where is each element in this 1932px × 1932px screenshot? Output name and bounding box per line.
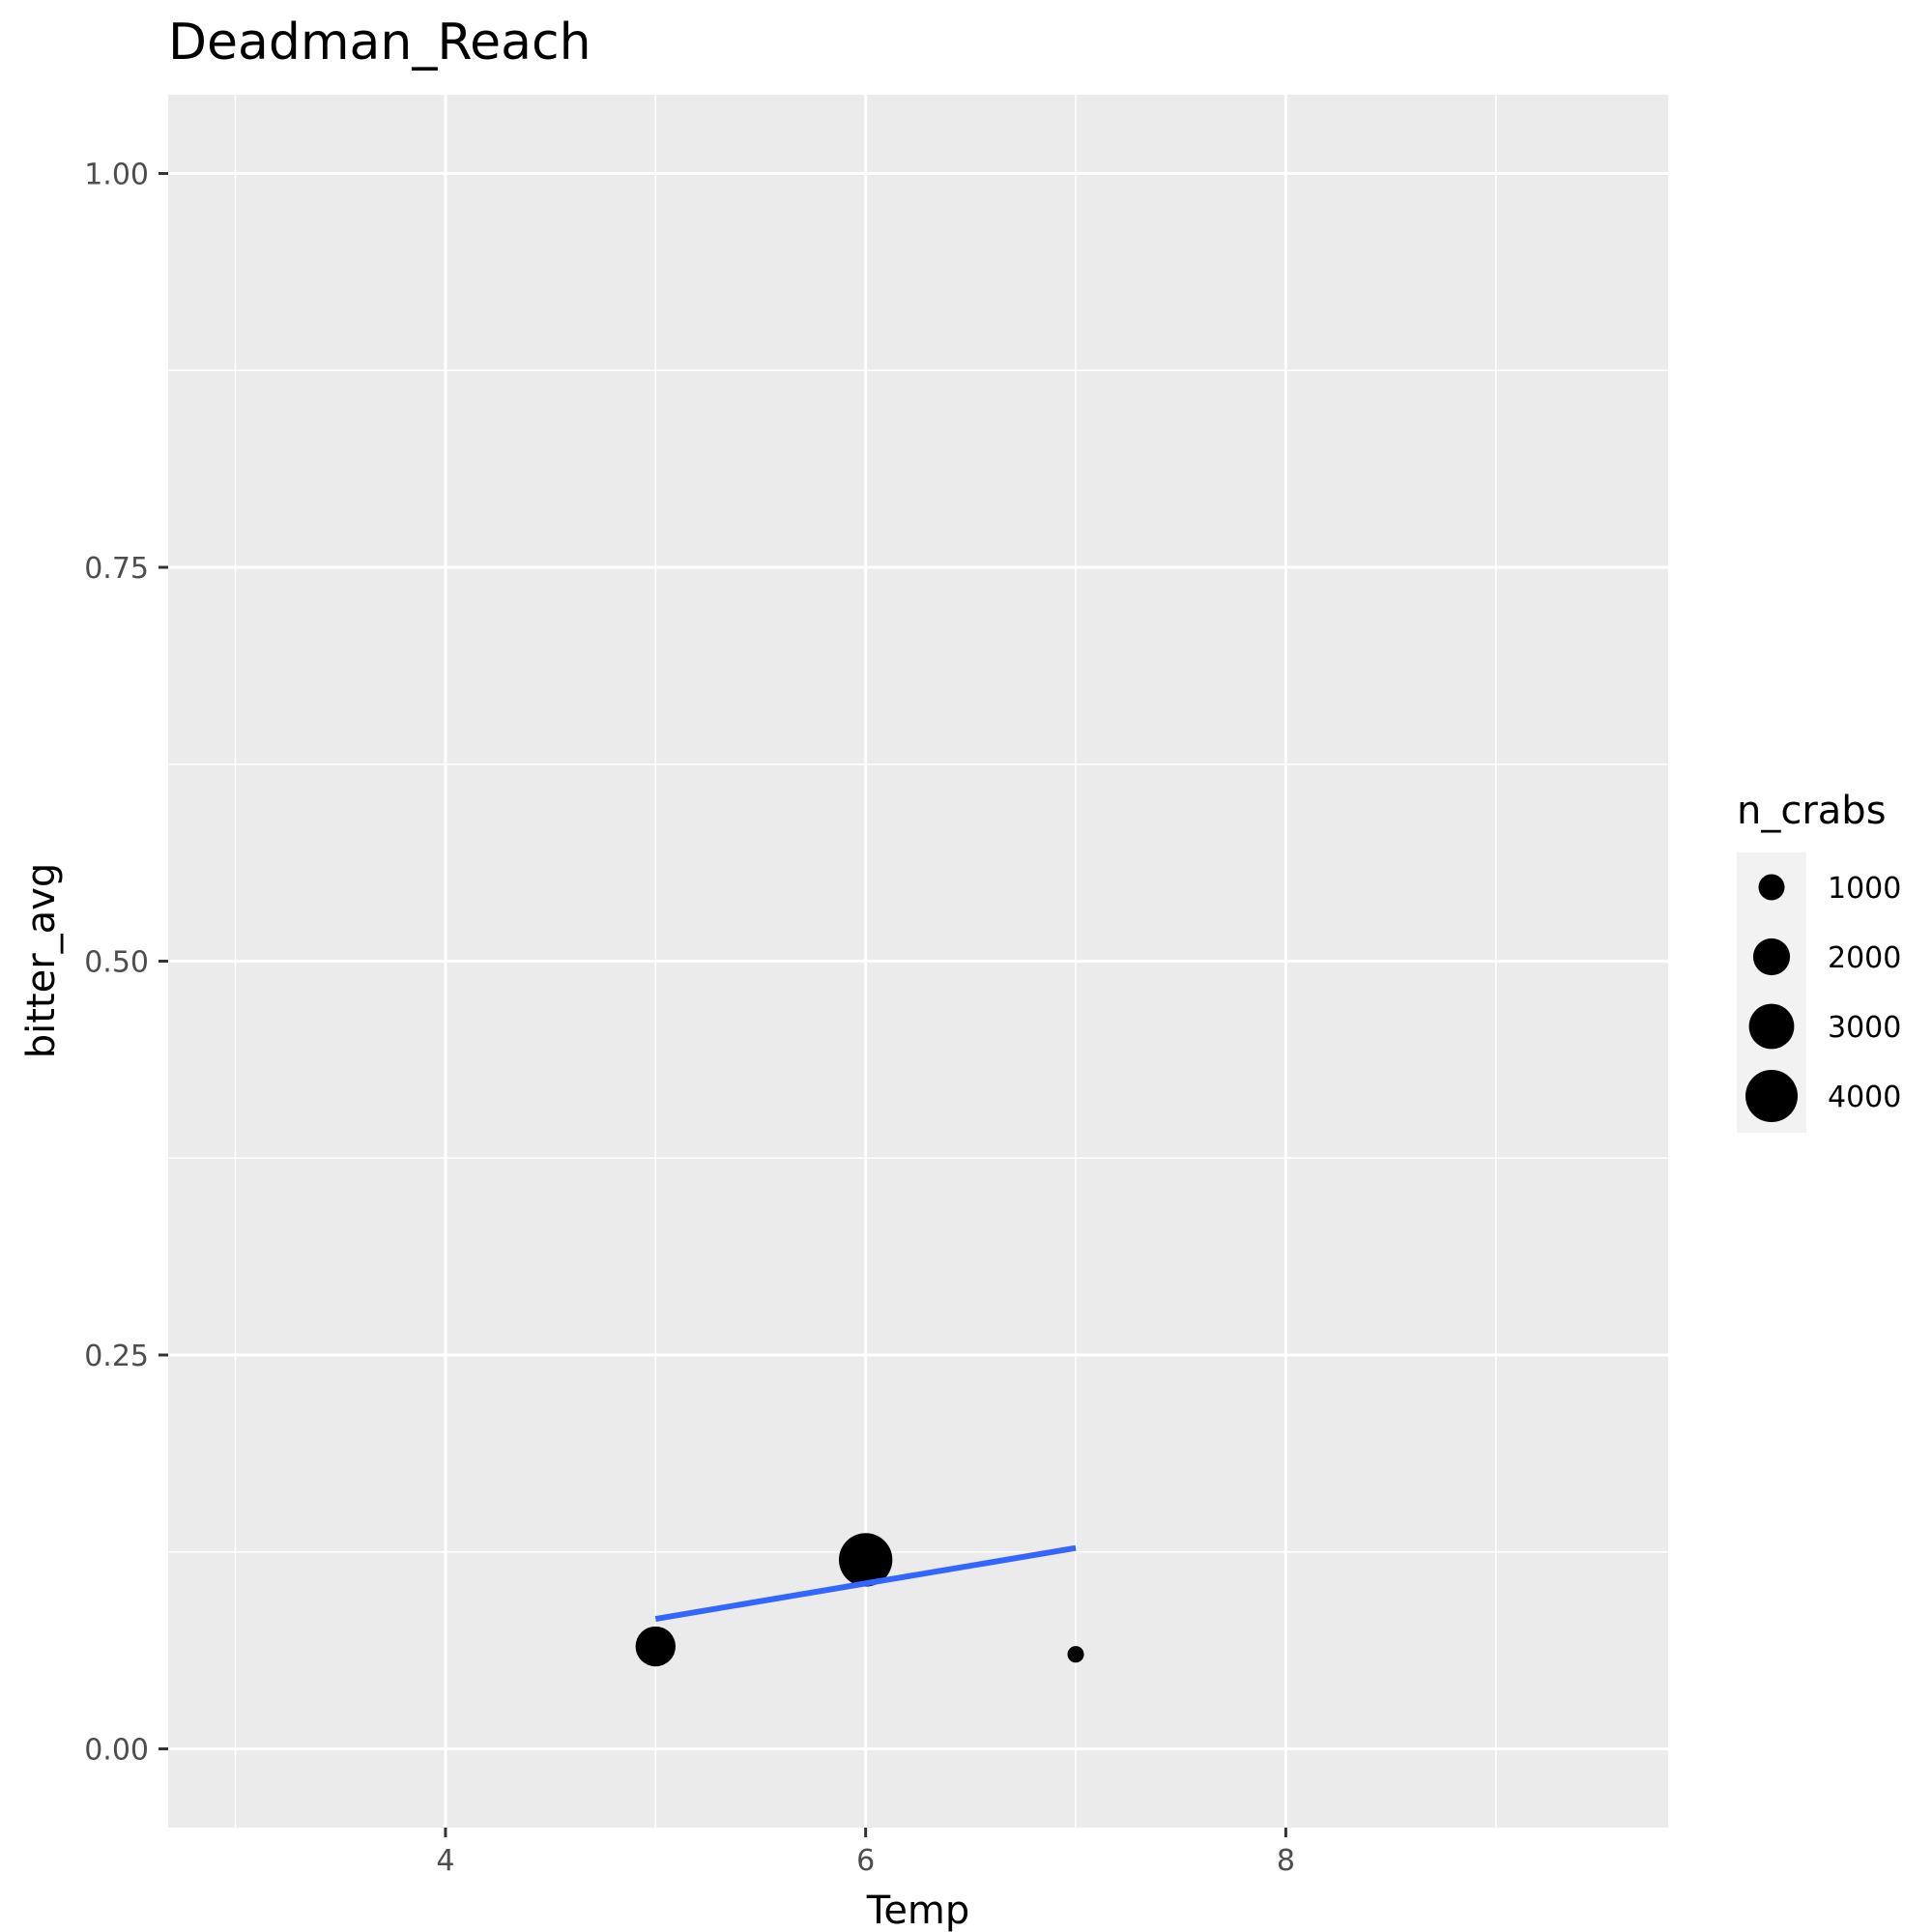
- size-legend: n_crabs 1000 2000 3000 4000: [1737, 789, 1901, 1133]
- x-tick-label: 4: [436, 1844, 454, 1878]
- legend-label: 3000: [1828, 1011, 1901, 1045]
- y-tick-label: 0.25: [84, 1340, 149, 1373]
- data-point: [1067, 1646, 1084, 1663]
- x-tick-label: 6: [856, 1844, 875, 1878]
- legend-key: [1752, 937, 1791, 976]
- x-axis-title: Temp: [866, 1889, 970, 1932]
- chart-title: Deadman_Reach: [168, 14, 591, 72]
- y-axis: 0.00 0.25 0.50 0.75 1.00: [84, 159, 168, 1768]
- fit-line: [654, 1544, 1077, 1622]
- y-tick-label: 0.00: [84, 1734, 149, 1768]
- data-point: [635, 1626, 676, 1667]
- legend-label: 4000: [1828, 1081, 1901, 1114]
- points-layer: [635, 1533, 1084, 1667]
- legend-label: 1000: [1828, 872, 1901, 906]
- legend-items: 1000 2000 3000 4000: [1745, 872, 1901, 1122]
- y-tick-label: 1.00: [84, 159, 149, 192]
- legend-title: n_crabs: [1737, 789, 1887, 833]
- y-tick-label: 0.75: [84, 552, 149, 586]
- fit-line-layer: [654, 1544, 1077, 1622]
- x-tick-label: 8: [1277, 1844, 1295, 1878]
- x-axis: 4 6 8: [436, 1828, 1295, 1878]
- legend-key: [1758, 874, 1785, 901]
- legend-label: 2000: [1828, 941, 1901, 975]
- legend-key: [1748, 1003, 1795, 1050]
- y-axis-title: bitter_avg: [19, 863, 64, 1059]
- y-tick-label: 0.50: [84, 946, 149, 980]
- data-point: [838, 1533, 893, 1587]
- legend-key: [1745, 1070, 1798, 1122]
